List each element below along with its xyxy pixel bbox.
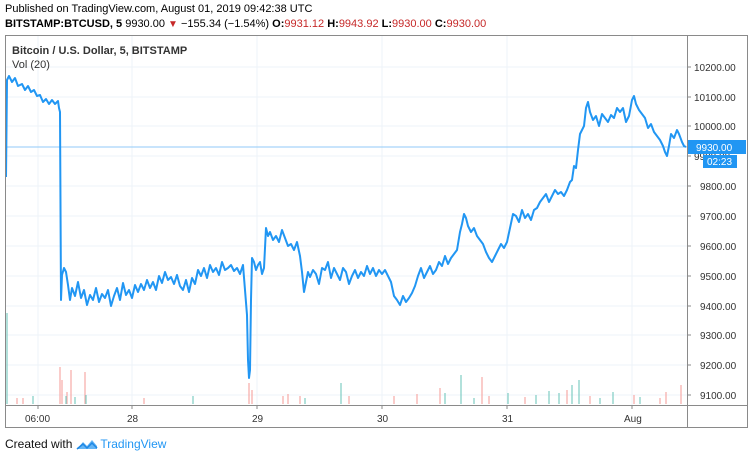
price-change: −155.34 (−1.54%) — [181, 18, 270, 30]
close-value: 9930.00 — [446, 18, 487, 30]
chart-legend: Bitcoin / U.S. Dollar, 5, BITSTAMP Vol (… — [12, 44, 187, 72]
price-tick: 9600.00 — [700, 242, 737, 253]
tradingview-logo-icon — [76, 440, 98, 450]
time-tick: 29 — [252, 414, 264, 425]
price-tick: 9200.00 — [700, 361, 737, 372]
created-with-label: Created with — [5, 437, 73, 451]
symbol-label: BITSTAMP:BTCUSD, 5 — [5, 18, 123, 30]
price-tick: 9700.00 — [700, 212, 737, 223]
time-tick: 30 — [377, 414, 389, 425]
price-line — [5, 75, 687, 379]
price-tick: 9500.00 — [700, 272, 737, 283]
countdown-tag — [703, 155, 737, 168]
open-label: O: — [272, 18, 285, 30]
time-tick: Aug — [624, 414, 642, 425]
price-axis[interactable]: 10200.00 10100.00 10000.00 9900.00 9800.… — [687, 63, 746, 402]
time-axis[interactable]: 06:00 28 29 30 31 Aug — [25, 405, 642, 425]
grid — [6, 36, 687, 405]
frame — [5, 35, 748, 428]
time-tick: 06:00 — [25, 414, 50, 425]
volume-histogram — [6, 313, 682, 404]
price-tick: 9100.00 — [700, 391, 737, 402]
open-value: 9931.12 — [284, 18, 325, 30]
price-tick: 10200.00 — [694, 63, 736, 74]
low-value: 9930.00 — [392, 18, 432, 30]
ohlc-line: BITSTAMP:BTCUSD, 5 9930.00 ▼ −155.34 (−1… — [5, 17, 486, 32]
close-label: C: — [434, 18, 447, 30]
volume-label: Vol (20) — [12, 59, 50, 71]
time-tick: 31 — [502, 414, 514, 425]
series-title: Bitcoin / U.S. Dollar, 5, BITSTAMP — [12, 45, 188, 57]
footer: Created with TradingView — [5, 437, 166, 451]
price-tick: 10000.00 — [694, 122, 736, 133]
time-tick: 28 — [127, 414, 139, 425]
high-label: H: — [327, 18, 339, 30]
price-tick: 9800.00 — [700, 182, 737, 193]
tradingview-link[interactable]: TradingView — [76, 437, 166, 451]
low-label: L: — [381, 18, 393, 30]
tradingview-brand: TradingView — [100, 437, 167, 451]
published-line: Published on TradingView.com, August 01,… — [5, 3, 313, 15]
high-value: 9943.92 — [338, 18, 379, 30]
price-tick: 9300.00 — [700, 331, 737, 342]
down-triangle-icon: ▼ — [168, 19, 178, 30]
countdown-value: 02:23 — [707, 157, 732, 168]
current-price-tag — [688, 140, 746, 154]
chart-header: Published on TradingView.com, August 01,… — [5, 2, 486, 32]
current-price-value: 9930.00 — [696, 143, 733, 154]
last-price: 9930.00 — [125, 18, 165, 30]
price-tick: 10100.00 — [694, 93, 736, 104]
price-tick: 9400.00 — [700, 302, 737, 313]
